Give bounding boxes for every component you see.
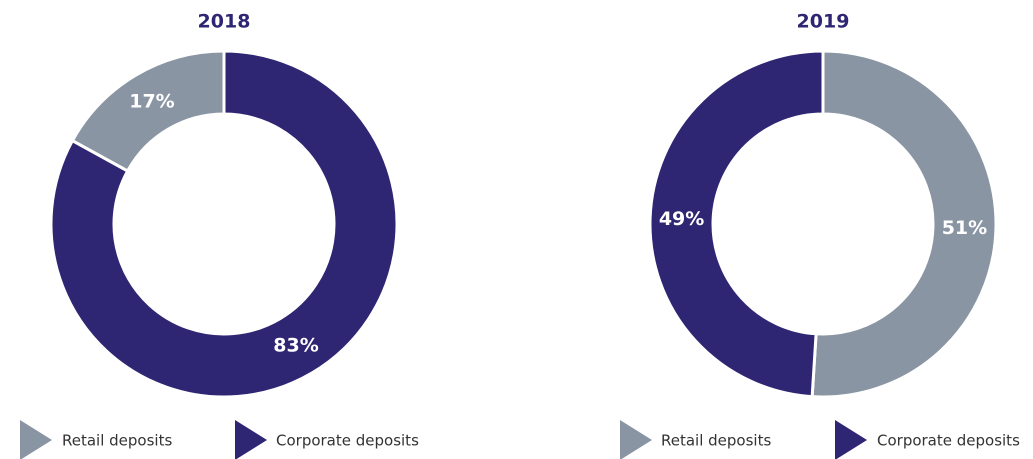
legend-label: Retail deposits <box>62 432 172 450</box>
legend-swatch <box>620 420 652 459</box>
legend-label: Retail deposits <box>661 432 771 450</box>
donut-segment <box>49 49 399 399</box>
value-label: 17% <box>129 91 174 113</box>
legend-swatch <box>835 420 867 459</box>
legend-label: Corporate deposits <box>877 432 1020 450</box>
value-label: 49% <box>659 208 704 230</box>
value-label: 83% <box>273 334 318 356</box>
chart-title: 2019 <box>797 11 850 33</box>
donut-segment <box>810 49 998 399</box>
donut-segment <box>648 49 825 399</box>
legend-swatch <box>20 420 52 459</box>
chart-title: 2018 <box>198 11 251 33</box>
value-label: 51% <box>942 217 987 239</box>
legend-label: Corporate deposits <box>276 432 419 450</box>
legend-swatch <box>235 420 267 459</box>
